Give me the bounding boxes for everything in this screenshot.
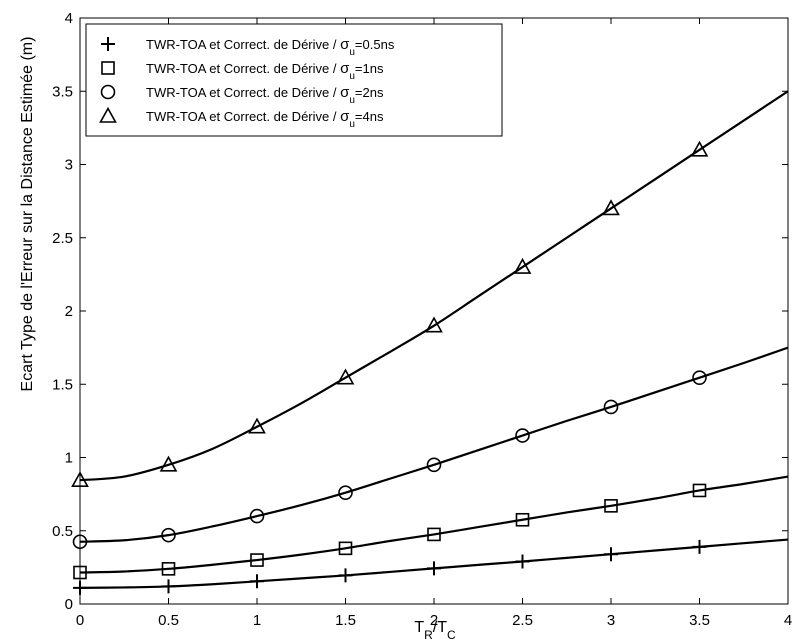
- x-axis-label: TR/TC: [414, 619, 456, 639]
- legend-marker-circle: [100, 84, 116, 100]
- y-tick-label: 2: [65, 303, 73, 320]
- data-point-triangle: [425, 316, 443, 333]
- data-point-circle: [515, 428, 530, 443]
- data-point-triangle: [690, 140, 709, 157]
- data-point-triangle: [336, 368, 355, 385]
- data-point-circle: [161, 527, 176, 543]
- y-tick-label: 4: [65, 10, 73, 27]
- x-tick-label: 2.5: [512, 612, 533, 629]
- x-tick-label: 3.5: [689, 612, 710, 629]
- series-line-triangle: [79, 90, 789, 482]
- y-tick-label: 1.5: [52, 376, 73, 393]
- series-markers: [71, 140, 709, 595]
- data-point-triangle: [159, 455, 178, 472]
- y-axis-label: Ecart Type de l'Erreur sur la Distance E…: [19, 37, 36, 392]
- legend: TWR-TOA et Correct. de Dérive / σu=0.5ns…: [85, 23, 503, 137]
- axis-ticks: 0 0.5 1 1.5 2 2.5 3 3.5 4 0 0.5 1 1.5 2 2.5 3 3.5 4: [52, 10, 792, 629]
- data-point-plus: [73, 580, 87, 595]
- legend-label: TWR-TOA et Correct. de Dérive / σu=2ns: [146, 84, 384, 106]
- data-point-square: [73, 565, 87, 580]
- data-point-circle: [338, 485, 353, 500]
- data-point-triangle: [602, 199, 620, 216]
- series-line-square: [79, 475, 789, 574]
- data-point-circle: [603, 399, 619, 415]
- data-point-circle: [249, 508, 265, 524]
- x-tick-label: 3: [607, 612, 615, 629]
- x-tick-label: 1: [253, 612, 261, 629]
- data-point-circle: [72, 534, 88, 550]
- legend-marker-plus: [101, 37, 115, 51]
- legend-marker-square: [101, 61, 115, 75]
- x-tick-label: 0: [76, 612, 84, 629]
- data-point-triangle: [71, 471, 89, 488]
- x-tick-label: 0.5: [158, 612, 179, 629]
- data-point-square: [161, 562, 176, 576]
- legend-label: TWR-TOA et Correct. de Dérive / σu=4ns: [146, 108, 384, 130]
- data-point-plus: [427, 561, 441, 576]
- data-point-plus: [515, 554, 530, 569]
- data-point-plus: [250, 574, 264, 589]
- data-point-square: [515, 512, 530, 527]
- y-tick-label: 2.5: [52, 230, 73, 247]
- data-point-plus: [161, 579, 176, 594]
- y-tick-label: 0.5: [52, 523, 73, 540]
- data-point-square: [338, 541, 353, 556]
- data-point-plus: [338, 568, 353, 583]
- legend-label: TWR-TOA et Correct. de Dérive / σu=0.5ns: [146, 36, 395, 58]
- data-point-plus: [604, 547, 618, 562]
- x-tick-label: 2: [430, 612, 438, 629]
- data-point-square: [692, 483, 707, 498]
- data-point-square: [427, 527, 441, 542]
- legend-marker-triangle: [99, 106, 117, 123]
- y-tick-label: 1: [65, 450, 73, 467]
- data-point-square: [250, 553, 264, 567]
- x-tick-label: 4: [784, 612, 792, 629]
- series-line-circle: [79, 346, 789, 543]
- data-point-plus: [692, 539, 707, 554]
- data-point-triangle: [513, 257, 532, 274]
- legend-label: TWR-TOA et Correct. de Dérive / σu=1ns: [146, 60, 384, 82]
- y-tick-label: 0: [65, 596, 73, 613]
- data-point-circle: [426, 457, 442, 473]
- data-point-square: [604, 499, 618, 513]
- data-point-triangle: [248, 417, 266, 434]
- x-tick-label: 1.5: [335, 612, 356, 629]
- y-tick-label: 3: [65, 157, 73, 174]
- data-point-circle: [692, 370, 707, 385]
- legend-box: [85, 23, 503, 137]
- y-tick-label: 3.5: [52, 83, 73, 100]
